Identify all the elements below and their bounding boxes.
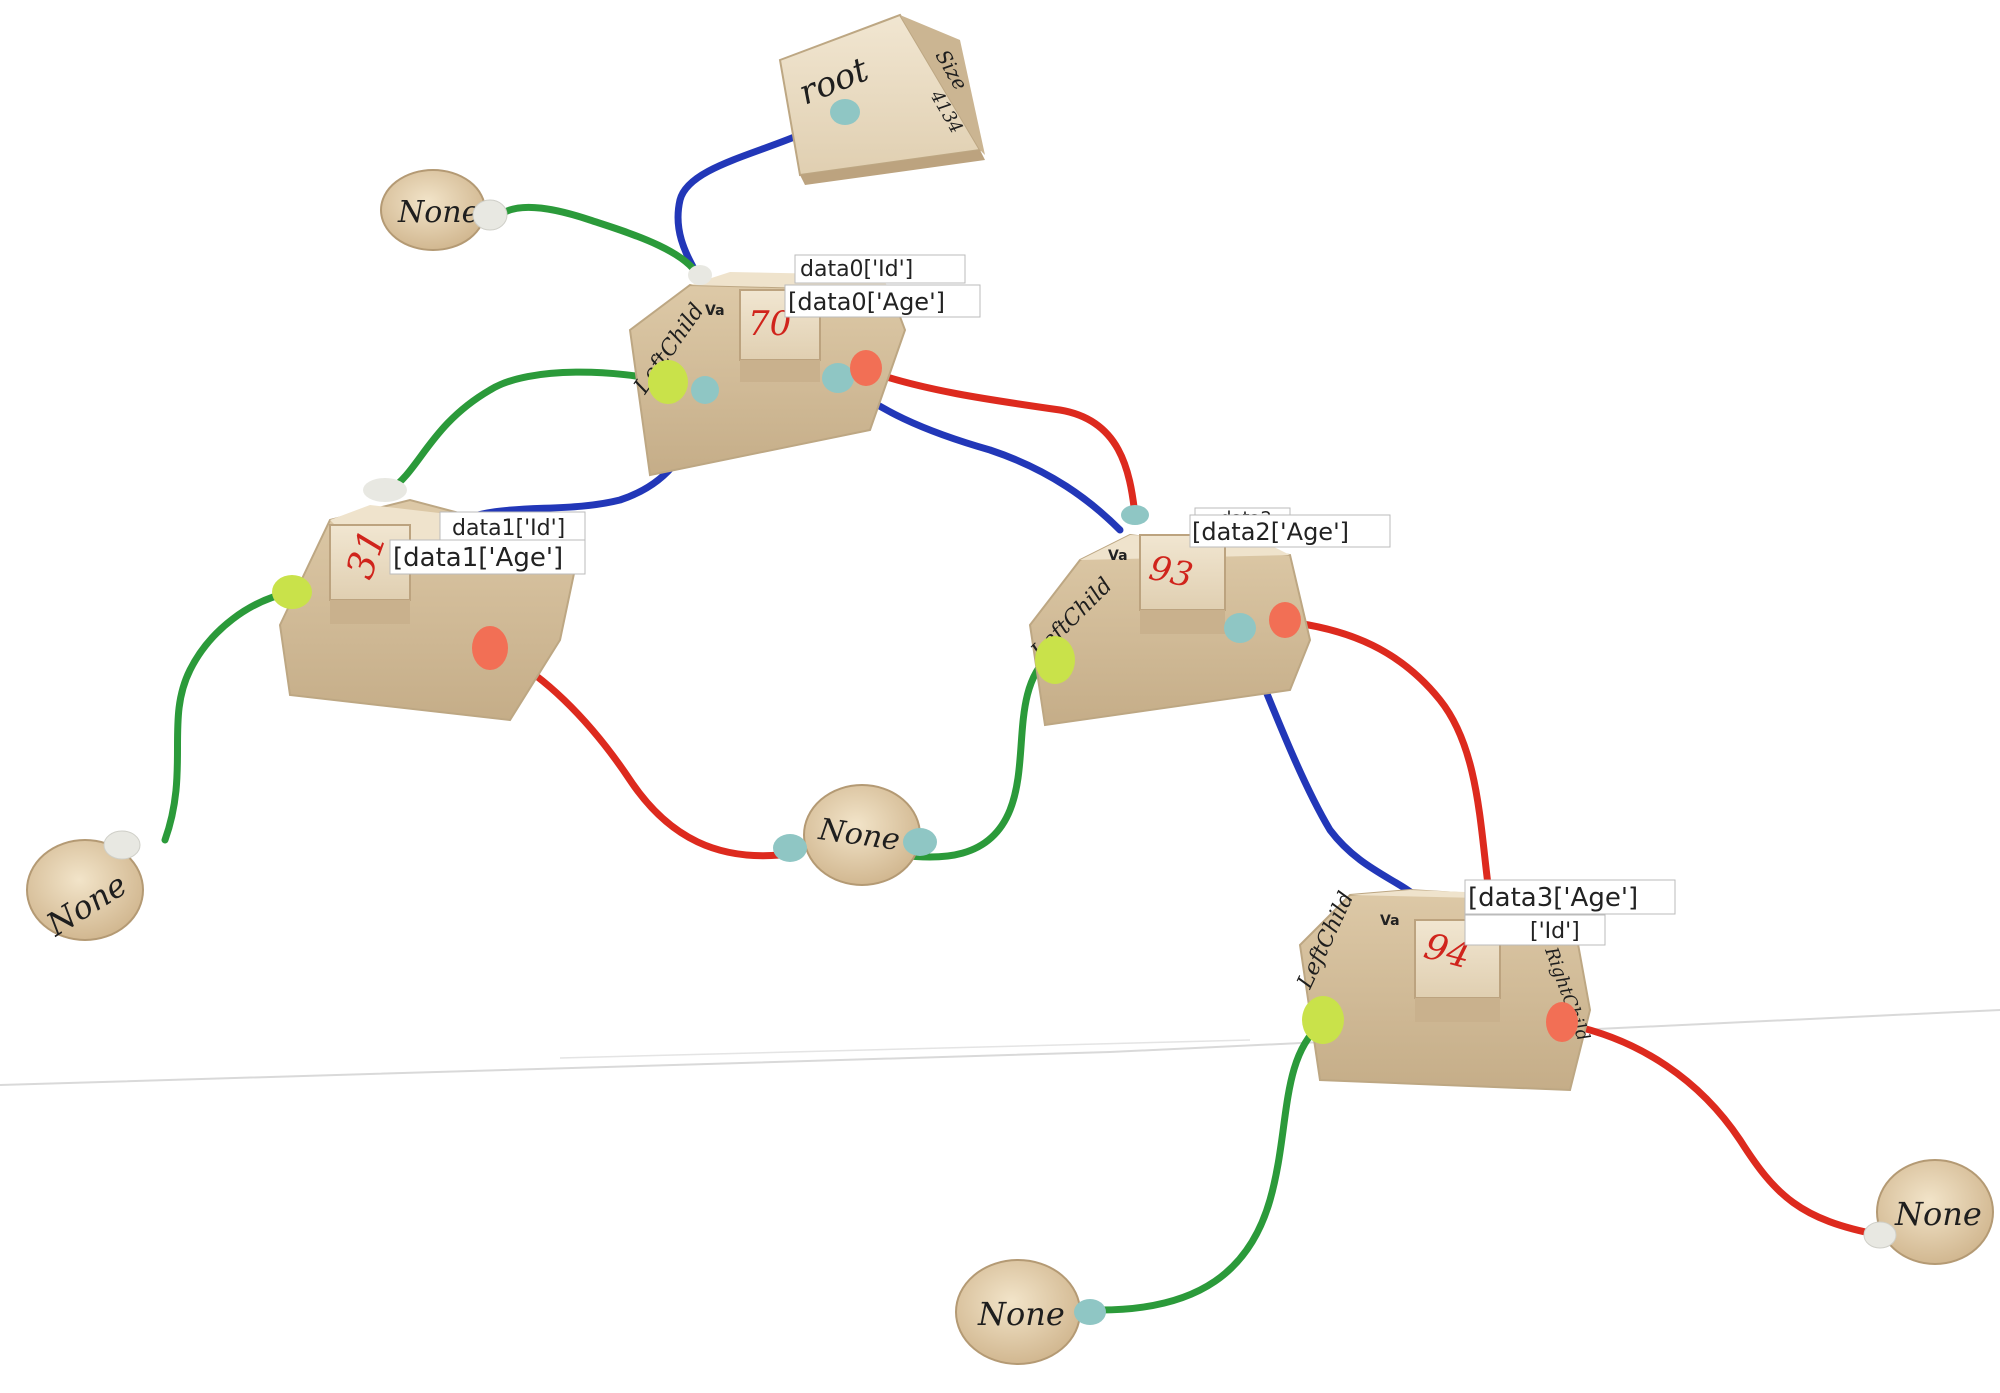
node0-value-prefix: Va — [705, 303, 725, 319]
node3-right-cord — [1566, 1021, 1884, 1239]
paper-sheet-edge — [0, 1009, 2000, 1086]
none-label: None — [977, 1295, 1065, 1333]
node1-right-cord — [489, 646, 784, 860]
knot-lime — [1035, 636, 1075, 684]
node0-left-cord — [496, 203, 704, 284]
knot-white — [363, 478, 407, 502]
node1-label-age: [data1['Age'] — [393, 543, 563, 573]
node0-to-node2-red-cord — [862, 366, 1139, 519]
node3-block: LeftChild Va 94 ['Id'] [data3['Age'] Rig… — [1292, 879, 1676, 1092]
knot-teal — [773, 834, 807, 862]
none-label: None — [1894, 1195, 1982, 1233]
node0-to-node2-blue-cord — [836, 376, 1124, 534]
knot-teal — [822, 363, 854, 393]
none-disc-bottom-left: None — [26, 830, 144, 944]
node3-label-id: ['Id'] — [1530, 919, 1580, 944]
knot-teal — [1121, 505, 1149, 525]
knot-teal — [1224, 613, 1256, 643]
knot-coral — [1546, 1002, 1578, 1042]
knot-white — [103, 830, 141, 860]
knot-coral — [850, 350, 882, 386]
node0-label-age: [data0['Age'] — [788, 288, 945, 316]
node3-label-age: [data3['Age'] — [1468, 883, 1638, 913]
none-disc-middle: None — [773, 784, 937, 886]
node1-left-cord — [161, 588, 296, 844]
node0-block: LeftChild Va 70 data0['Id'] [data0['Age'… — [629, 254, 981, 477]
knot-lime — [272, 575, 312, 609]
knot-lime — [648, 360, 688, 404]
knot-lime — [1302, 996, 1344, 1044]
node1-label-id: data1['Id'] — [452, 516, 565, 541]
none-disc-bottom-center: None — [955, 1259, 1106, 1365]
knot-white — [688, 265, 712, 285]
node2-left-cord — [896, 651, 1054, 861]
knot-teal — [903, 828, 937, 856]
paper-sheet-edge-lower — [559, 1039, 1251, 1059]
none-label: None — [397, 195, 479, 230]
knot-teal — [1074, 1299, 1106, 1325]
knot-teal — [691, 376, 719, 404]
knot-coral — [472, 626, 508, 670]
node0-value: 70 — [748, 304, 791, 344]
knot-coral — [1269, 602, 1301, 638]
node1-block: 31 data1['Id'] [data1['Age'] — [272, 478, 586, 722]
knot-white — [1863, 1221, 1897, 1249]
node3-left-cord — [1096, 1021, 1324, 1314]
node3-value-prefix: Va — [1380, 913, 1400, 929]
node0-to-node1-green-cord — [386, 368, 671, 494]
node2-label-age: [data2['Age'] — [1192, 518, 1349, 546]
root-block: root Size 4134 — [778, 13, 985, 185]
none-disc-top-left: None — [380, 169, 508, 251]
root-knot — [830, 99, 860, 125]
node0-label-id: data0['Id'] — [800, 257, 913, 282]
knot-white — [472, 199, 508, 231]
node2-to-node3-red-cord — [1286, 618, 1494, 904]
node2-value-prefix: Va — [1108, 548, 1128, 564]
node2-value: 93 — [1146, 548, 1197, 596]
node2-block: LeftChild Va 93 data2 [data2['Age'] — [1026, 505, 1391, 727]
none-disc-bottom-right: None — [1863, 1159, 1994, 1265]
